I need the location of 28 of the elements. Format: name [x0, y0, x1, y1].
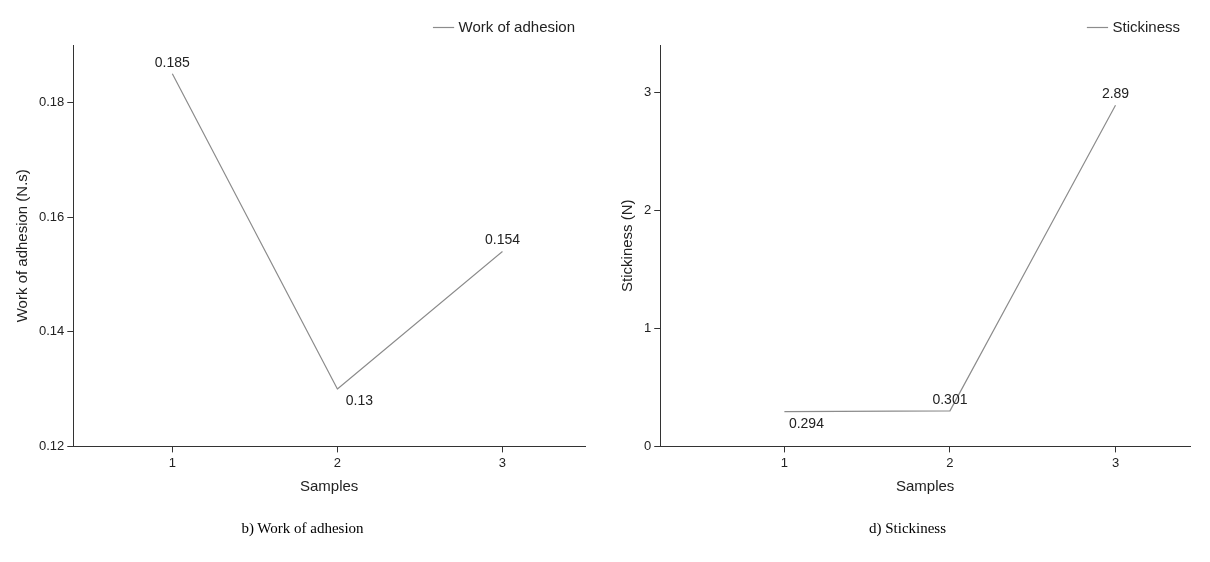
- x-axis-title: Samples: [895, 477, 955, 495]
- y-tick-label: 1: [644, 319, 652, 335]
- data-label: 0.13: [345, 391, 374, 408]
- x-tick-label: 2: [333, 454, 342, 470]
- data-label: 2.89: [1101, 85, 1130, 102]
- x-tick-label: 1: [780, 454, 789, 470]
- y-tick-label: 0.18: [38, 93, 65, 109]
- y-tick-label: 3: [644, 83, 652, 99]
- x-tick-label: 2: [946, 454, 954, 470]
- y-tick-label: 0.12: [38, 437, 65, 453]
- x-tick-label: 3: [498, 454, 507, 470]
- y-axis-title: Stickiness (N): [618, 199, 636, 292]
- data-label: 0.294: [788, 414, 825, 431]
- data-label: 0.185: [154, 53, 191, 70]
- y-tick-label: 0.16: [38, 208, 65, 224]
- text: b) Work of adhesion: [240, 520, 365, 537]
- y-tick-label: 2: [644, 201, 652, 217]
- x-tick-label: 3: [1111, 454, 1120, 470]
- data-label: 0.301: [932, 390, 968, 407]
- legend-label: Work of adhesion: [458, 17, 576, 35]
- legend-label: Stickiness: [1112, 17, 1181, 35]
- y-axis-title: Work of adhesion (N.s): [13, 169, 31, 323]
- data-label: 0.154: [484, 231, 521, 248]
- text: d) Stickiness: [867, 520, 948, 537]
- x-tick-label: 1: [168, 454, 176, 470]
- y-tick-label: 0.14: [38, 323, 65, 339]
- y-tick-label: 0: [644, 437, 652, 453]
- x-axis-title: Samples: [299, 477, 359, 495]
